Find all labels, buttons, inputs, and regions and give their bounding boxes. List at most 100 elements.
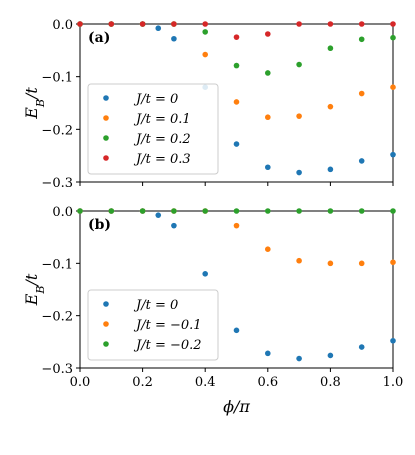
legend-marker [103,115,109,121]
data-point [296,113,302,119]
y-axis-title: EB/t [22,273,47,306]
data-point [390,208,396,214]
y-tick-label: −0.3 [41,362,73,377]
data-point [265,70,271,76]
data-point [390,84,396,90]
data-point [171,208,177,214]
data-point [296,21,302,27]
panel-label: (a) [88,30,110,46]
data-point [108,21,115,27]
x-tick-label: 0.4 [195,375,216,390]
data-point [233,62,240,69]
data-point [265,350,271,357]
data-point [296,61,302,68]
data-point [390,151,396,158]
data-point [390,337,396,344]
legend-entry: J/t = 0 [133,92,178,107]
legend-marker [103,155,109,161]
series-2 [77,208,396,214]
data-point [77,208,83,214]
legend-marker [103,321,109,327]
data-point [233,141,240,147]
data-point [327,208,334,214]
x-tick-label: 0.6 [257,375,278,390]
legend-entry: J/t = 0.3 [133,152,191,167]
data-point [358,36,365,43]
y-tick-label: −0.2 [41,310,73,325]
data-point [265,31,271,37]
legend-entry: J/t = 0.2 [133,132,191,147]
y-tick-label: 0.0 [52,205,73,220]
data-point [171,222,177,229]
data-point [233,327,240,334]
y-axis-title: EB/t [22,87,47,120]
data-point [202,208,208,214]
data-point [327,103,334,110]
data-point [327,45,334,52]
y-tick-label: −0.1 [41,71,73,86]
data-point [171,21,177,27]
x-tick-label: 0.2 [132,375,153,390]
data-point [77,21,83,27]
data-point [327,352,334,359]
legend-box [87,289,219,361]
data-point [358,90,365,97]
data-point [327,260,334,267]
x-axis-title: ϕ/π [223,397,250,416]
panel-a: 0.0 −0.1 −0.2 −0.3 EB/t (a) J/t = 0 J/t = 0.1 J/… [22,18,396,191]
data-point [296,208,302,214]
data-point [296,257,302,264]
legend-entry: J/t = −0.2 [133,338,202,353]
legend-entry: J/t = 0 [133,298,178,313]
data-point [202,51,208,58]
legend-marker [103,135,109,141]
data-point [108,208,115,214]
series-3 [77,21,396,40]
data-point [155,212,162,218]
panel-label: (b) [88,217,111,233]
panel-b: 0.0−0.1−0.2−0.30.0 0.2 0.4 0.6 0.8 1.0EB/tϕ/π… [22,205,403,416]
data-point [358,344,365,350]
legend-entry: J/t = 0.1 [133,112,191,127]
series-2 [77,21,396,76]
data-point [233,99,240,105]
y-tick-label: −0.3 [41,176,73,191]
data-point [327,21,334,27]
data-point [358,260,365,267]
data-point [155,25,162,32]
data-point [202,29,208,35]
data-point [327,166,334,173]
data-point [233,34,240,40]
legend-box [87,83,219,175]
data-point [265,114,271,121]
data-point [390,34,396,41]
data-point [296,355,302,362]
plot-frame [79,23,394,183]
data-point [265,208,271,214]
x-tick-label: 0.8 [320,375,341,390]
data-point [171,35,177,42]
y-tick-label: −0.1 [41,257,73,272]
legend-marker [103,301,109,307]
data-point [296,169,302,176]
x-tick-label: 1.0 [383,375,404,390]
data-point [202,21,208,27]
data-point [390,21,396,27]
data-point [139,21,146,27]
legend-marker [103,341,109,347]
data-point [358,158,365,164]
data-point [233,208,240,214]
data-point [202,271,208,277]
legend-entry: J/t = −0.1 [133,318,202,333]
series-1 [77,208,396,267]
x-tick-label: 0.0 [70,375,91,390]
data-point [265,164,271,171]
y-tick-label: −0.2 [41,123,73,138]
data-point [233,222,240,229]
data-point [139,208,146,214]
y-tick-label: 0.0 [52,18,73,33]
data-point [358,21,365,27]
data-point [265,246,271,253]
data-point [358,208,365,214]
